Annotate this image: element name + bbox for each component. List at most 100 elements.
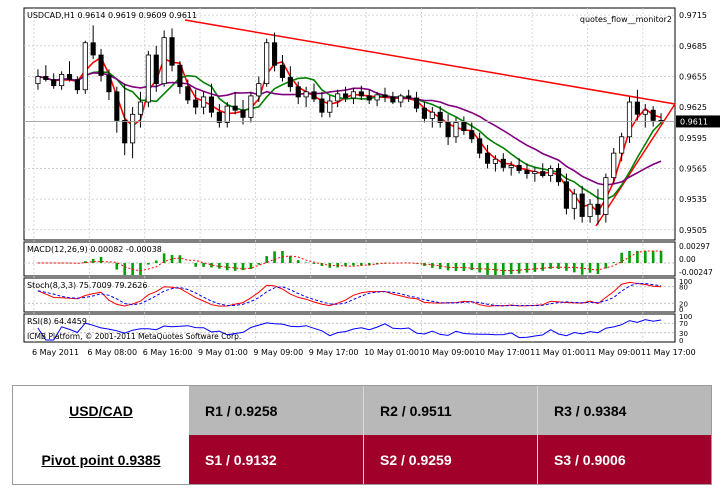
copyright-label: ICMB Platform, © 2001-2011 MetaQuotes So… (27, 332, 241, 341)
candle-body (461, 122, 467, 132)
x-tick-label: 10 May 09:00 (419, 348, 474, 357)
x-tick-label: 11 May 01:00 (530, 348, 585, 357)
candle-body (66, 74, 73, 80)
candle (201, 91, 207, 115)
candle (437, 106, 443, 128)
candle (642, 104, 648, 128)
candle-body (224, 105, 230, 123)
candle-body (59, 74, 65, 87)
candle-body (437, 111, 443, 123)
candle (555, 163, 562, 186)
r3-cell: R3 / 0.9384 (537, 386, 711, 435)
x-tick-label: 11 May 17:00 (641, 348, 696, 357)
candle (406, 89, 412, 103)
main-panel (23, 7, 676, 241)
candle (90, 25, 96, 60)
candle-body (295, 86, 301, 98)
candle-body (216, 111, 222, 123)
candle-body (271, 42, 278, 66)
candle (571, 188, 577, 220)
stoch-label: Stoch(8,3,3) 75.7009 79.2626 (27, 281, 147, 290)
candle (374, 91, 380, 107)
y-tick-label: 0.9535 (679, 195, 707, 204)
stoch-d-line (37, 282, 662, 307)
candle (429, 107, 435, 128)
x-tick-label: 6 May 08:00 (87, 348, 137, 357)
candle-body (524, 170, 530, 174)
candle-body (232, 105, 238, 111)
candle (619, 132, 625, 162)
candle (169, 28, 175, 72)
pair-label: USD/CAD (13, 386, 189, 435)
r1-cell: R1 / 0.9258 (189, 386, 363, 435)
rsi-tick-label: 100 (679, 313, 692, 321)
x-tick-label: 6 May 2011 (32, 348, 79, 357)
s1-cell: S1 / 0.9132 (189, 435, 363, 484)
candle-body (201, 96, 207, 108)
candle-body (43, 76, 49, 80)
candle-body (634, 101, 640, 115)
candle-body (421, 107, 428, 119)
candle (477, 132, 483, 159)
candle-body (153, 54, 159, 85)
candle-body (358, 91, 364, 97)
candle-body (208, 96, 215, 113)
rsi-line (37, 319, 662, 341)
candle (421, 102, 428, 123)
candle (59, 71, 65, 90)
candle-body (571, 193, 577, 209)
candle-body (587, 203, 593, 217)
candle (508, 161, 514, 176)
candle-body (406, 95, 412, 99)
candle (98, 48, 104, 82)
y-tick-label: 0.9685 (679, 42, 707, 51)
macd-tick-label: 0.00 (679, 255, 696, 264)
candle-body (335, 93, 341, 102)
candle (271, 32, 278, 72)
candle (106, 69, 112, 100)
candle (634, 89, 640, 121)
x-tick-label: 10 May 17:00 (475, 348, 530, 357)
candle (350, 87, 357, 105)
candle (185, 79, 191, 105)
candle (469, 122, 475, 143)
candle-body (413, 97, 420, 109)
candle-body (469, 130, 475, 140)
candle (232, 91, 238, 115)
candle (413, 91, 420, 113)
y-tick-label: 0.9625 (679, 103, 707, 112)
candle (563, 173, 569, 215)
y-tick-label: 0.9715 (679, 11, 707, 20)
y-tick-label: 0.9595 (679, 134, 707, 143)
s2-cell: S2 / 0.9259 (363, 435, 537, 484)
s3-cell: S3 / 0.9006 (537, 435, 711, 484)
chart-svg: 0.9715 0.9685 0.9655 0.9625 0.9595 0.9565 0.95… (23, 7, 720, 357)
candle-body (350, 91, 357, 99)
candle-body (540, 171, 546, 177)
candle-body (256, 83, 262, 97)
candle-body (595, 203, 601, 215)
candle (177, 61, 183, 94)
candle (122, 83, 128, 156)
candle-body (366, 95, 372, 101)
candle (461, 116, 467, 135)
candle (74, 76, 80, 94)
candle (240, 99, 246, 125)
candle (342, 86, 349, 103)
candle-body (51, 79, 57, 87)
indicator-label: quotes_flow__monitor2 (580, 15, 672, 24)
candle (548, 165, 554, 182)
x-tick-label: 11 May 09:00 (586, 348, 641, 357)
candle-body (555, 168, 562, 183)
candle-body (279, 64, 286, 78)
candle-body (390, 96, 396, 103)
candle (500, 153, 506, 172)
candle (335, 89, 341, 108)
candle (311, 83, 317, 103)
candle (145, 50, 151, 108)
pivot-point-label: Pivot point 0.9385 (13, 435, 189, 484)
macd-label: MACD(12,26,9) 0.00082 -0.00038 (27, 245, 162, 254)
current-price-tag (676, 115, 720, 128)
candle-body (82, 42, 88, 91)
candle (161, 30, 167, 87)
